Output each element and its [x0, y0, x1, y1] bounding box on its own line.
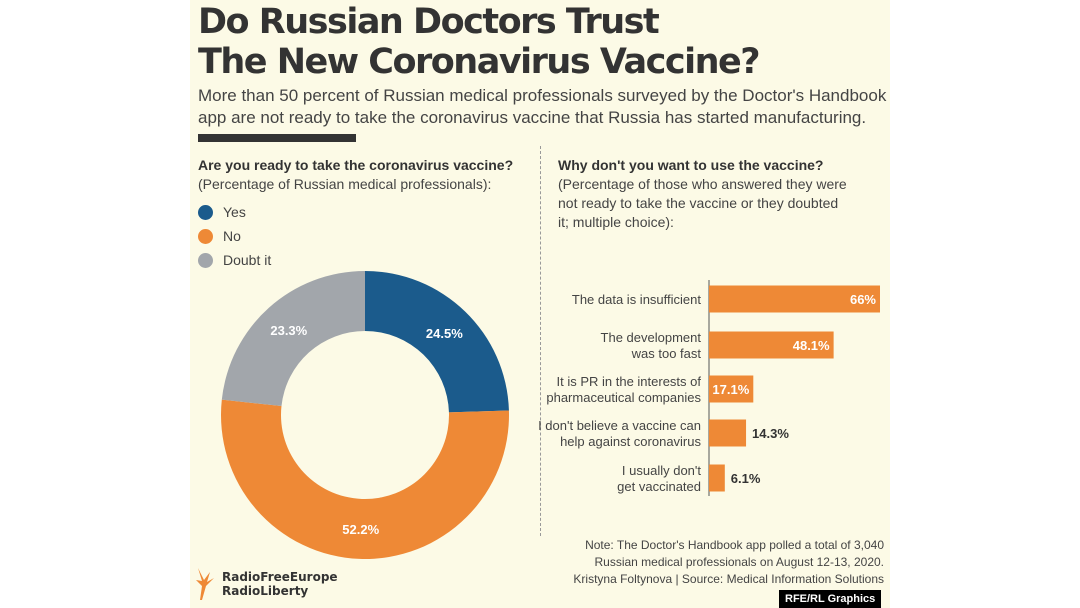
donut-data-label: 24.5% — [426, 326, 463, 341]
bar-category-label: I don't believe a vaccine can — [538, 418, 701, 433]
bar — [709, 375, 754, 403]
legend-label: Doubt it — [223, 252, 272, 268]
divider — [540, 146, 541, 536]
logo-line: RadioLiberty — [222, 584, 309, 598]
bar — [709, 419, 747, 447]
logo-line: RadioFreeEurope — [222, 570, 338, 584]
title-line: The New Coronavirus Vaccine? — [198, 42, 761, 82]
page-title: Do Russian Doctors Trust The New Coronav… — [198, 2, 761, 82]
bar — [709, 331, 834, 359]
bar-data-label: 6.1% — [731, 471, 761, 486]
note: Note: The Doctor's Handbook app polled a… — [573, 537, 884, 588]
torch-icon — [196, 568, 214, 600]
bar-category-label: I usually don't — [622, 463, 701, 478]
legend: Yes No Doubt it — [198, 200, 271, 272]
bar-category-label: The data is insufficient — [572, 292, 701, 307]
bar-category-label: was too fast — [631, 346, 702, 361]
donut-slice-doubt-it — [221, 271, 365, 407]
bar-category-label: get vaccinated — [617, 479, 701, 494]
bar-title: Why don't you want to use the vaccine? — [558, 157, 824, 173]
note-line: Russian medical professionals on August … — [594, 555, 884, 569]
bar-category-label: The development — [601, 330, 702, 345]
legend-item: Yes — [198, 200, 271, 224]
legend-swatch — [198, 204, 213, 220]
donut-data-label: 23.3% — [270, 323, 307, 338]
title-rule — [198, 134, 356, 142]
note-line: Note: The Doctor's Handbook app polled a… — [585, 538, 884, 552]
legend-swatch — [198, 252, 213, 268]
donut-slice-no — [220, 399, 509, 559]
bar-data-label: 14.3% — [752, 426, 789, 441]
bar — [709, 464, 725, 492]
bar-category-label: It is PR in the interests of — [556, 374, 701, 389]
legend-item: Doubt it — [198, 248, 271, 272]
donut-data-label: 52.2% — [342, 522, 379, 537]
donut-slice-yes — [365, 271, 509, 413]
bar — [709, 285, 880, 313]
bar-category-label: help against coronavirus — [560, 434, 701, 449]
note-line: Kristyna Foltynova | Source: Medical Inf… — [573, 572, 884, 586]
bar-data-label: 17.1% — [712, 382, 749, 397]
subtitle: More than 50 percent of Russian medical … — [198, 86, 887, 127]
title-line: Do Russian Doctors Trust — [198, 2, 660, 42]
bar-category-label: pharmaceutical companies — [546, 390, 701, 405]
bar-data-label: 66% — [850, 292, 876, 307]
rferl-logo: RadioFreeEurope RadioLiberty — [194, 566, 338, 602]
bar-data-label: 48.1% — [793, 338, 830, 353]
legend-item: No — [198, 224, 271, 248]
donut-title: Are you ready to take the coronavirus va… — [198, 157, 514, 173]
legend-label: Yes — [223, 204, 246, 220]
rferl-graphics-badge: RFE/RL Graphics — [779, 590, 882, 608]
legend-swatch — [198, 228, 213, 244]
bar-subtitle: (Percentage of those who answered they w… — [558, 176, 847, 230]
donut-subtitle: (Percentage of Russian medical professio… — [198, 176, 492, 192]
legend-label: No — [223, 228, 241, 244]
